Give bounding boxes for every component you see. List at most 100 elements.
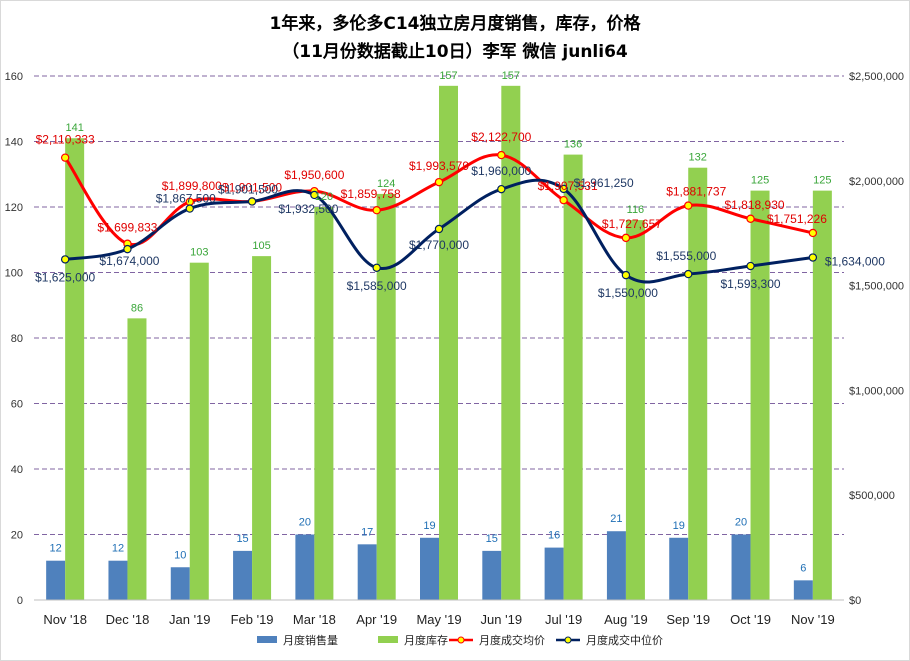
- left-axis-tick-label: 20: [11, 530, 23, 542]
- left-axis-tick-label: 40: [11, 464, 23, 476]
- data-label-inventory: 124: [377, 178, 395, 190]
- marker-median-price: [808, 253, 818, 262]
- data-label-inventory: 116: [627, 204, 645, 216]
- left-axis-tick-label: 160: [5, 71, 23, 83]
- data-label-inventory: 157: [502, 70, 520, 82]
- bar-sales: [606, 531, 626, 600]
- bar-sales: [731, 534, 751, 600]
- legend-marker: [457, 636, 465, 644]
- axes-group: 0 20 40 60 80 100 120 140 160 $0 $500,000 $1,000,00…: [5, 71, 904, 627]
- marker-median-price: [60, 255, 70, 264]
- data-label-median-price: $1,555,000: [656, 249, 716, 263]
- data-label-inventory: 103: [190, 247, 208, 259]
- x-axis-tick-label: Jun '19: [481, 612, 523, 627]
- data-labels-group: 12 141 12 86 10 103 15 105 20 120 17 124 19 157 15 157 1…: [35, 70, 885, 575]
- marker-median-price: [247, 197, 257, 206]
- bar-inventory: [376, 193, 396, 600]
- marker-avg-price: [60, 153, 70, 162]
- marker-avg-price: [808, 228, 818, 238]
- data-label-sales: 12: [112, 543, 124, 555]
- x-axis-tick-label: Nov '19: [791, 612, 835, 627]
- bar-sales: [233, 550, 253, 600]
- data-label-median-price: $1,932,500: [278, 202, 338, 216]
- data-label-inventory: 86: [131, 302, 143, 314]
- data-label-sales: 12: [50, 543, 62, 555]
- data-label-sales: 15: [486, 533, 498, 545]
- bar-inventory: [501, 85, 521, 600]
- bar-series-group: [46, 85, 832, 600]
- data-label-avg-price: $1,751,226: [767, 212, 827, 226]
- left-axis-tick-label: 100: [5, 268, 23, 280]
- x-axis-tick-label: Dec '18: [106, 612, 150, 627]
- marker-median-price: [372, 263, 381, 272]
- bar-sales: [482, 550, 502, 600]
- data-label-median-price: $1,867,500: [156, 192, 216, 206]
- bar-inventory: [750, 190, 770, 600]
- data-label-sales: 21: [610, 513, 622, 525]
- marker-median-price: [310, 190, 319, 200]
- data-label-avg-price: $1,859,758: [341, 187, 401, 201]
- legend-label: 月度成交均价: [479, 633, 545, 647]
- bar-inventory: [625, 220, 645, 600]
- left-axis-tick-label: 120: [5, 202, 23, 214]
- marker-avg-price: [497, 150, 506, 160]
- data-label-avg-price: $2,110,333: [36, 133, 95, 147]
- data-label-avg-price: $1,993,579: [409, 159, 469, 173]
- data-label-median-price: $1,585,000: [347, 279, 407, 293]
- bar-inventory: [563, 154, 583, 600]
- chart-title-line2: （11月份数据截止10日）李军 微信 junli64: [282, 42, 628, 62]
- data-label-inventory: 105: [252, 240, 270, 252]
- bar-sales: [544, 547, 564, 600]
- marker-avg-price: [621, 233, 631, 243]
- left-axis-tick-label: 60: [11, 399, 23, 411]
- marker-median-price: [123, 244, 132, 254]
- bar-sales: [357, 544, 377, 600]
- right-axis-tick-label: $2,500,000: [849, 71, 904, 83]
- marker-avg-price: [746, 214, 755, 223]
- data-label-avg-price: $1,699,833: [97, 221, 157, 235]
- data-label-inventory: 132: [689, 152, 707, 164]
- legend-label: 月度销售量: [283, 633, 338, 647]
- data-label-median-price: $1,901,500: [218, 182, 278, 196]
- legend: 月度销售量 月度库存 月度成交均价 月度成交中位价: [257, 633, 663, 647]
- x-axis-tick-label: Aug '19: [604, 612, 648, 627]
- data-label-sales: 19: [423, 520, 435, 532]
- data-label-median-price: $1,625,000: [35, 270, 95, 284]
- data-label-sales: 15: [236, 533, 248, 545]
- legend-swatch: [378, 636, 398, 643]
- legend-label: 月度成交中位价: [586, 633, 663, 647]
- marker-avg-price: [559, 195, 568, 205]
- bar-inventory: [688, 167, 708, 600]
- x-axis-tick-label: Sep '19: [666, 612, 710, 627]
- data-label-avg-price: $1,818,930: [725, 198, 785, 212]
- bar-sales: [295, 534, 315, 600]
- data-label-inventory: 141: [65, 122, 83, 134]
- right-axis-tick-label: $2,000,000: [849, 176, 904, 188]
- x-axis-tick-label: Mar '18: [293, 612, 336, 627]
- data-label-avg-price: $1,901,500: [222, 180, 282, 194]
- x-axis-tick-label: Jan '19: [169, 612, 211, 627]
- bar-sales: [170, 567, 190, 600]
- marker-avg-price: [434, 177, 444, 187]
- data-label-avg-price: $1,950,600: [284, 168, 344, 182]
- data-label-inventory: 120: [315, 191, 333, 203]
- x-axis-tick-label: Feb '19: [231, 612, 274, 627]
- bar-inventory: [812, 190, 832, 600]
- bar-inventory: [65, 138, 85, 600]
- x-axis-tick-label: May '19: [416, 612, 461, 627]
- bar-inventory: [189, 262, 209, 600]
- left-axis-tick-label: 140: [5, 137, 23, 149]
- data-label-avg-price: $1,899,800: [162, 179, 222, 193]
- marker-median-price: [185, 204, 194, 213]
- data-label-median-price: $1,550,000: [598, 286, 658, 300]
- data-label-median-price: $1,770,000: [409, 238, 469, 252]
- data-label-sales: 19: [673, 520, 685, 532]
- bar-inventory: [127, 318, 147, 600]
- bar-inventory: [314, 207, 334, 600]
- marker-avg-price: [372, 205, 381, 215]
- data-label-sales: 20: [299, 517, 311, 529]
- data-label-sales: 6: [800, 562, 806, 574]
- marker-median-price: [621, 270, 631, 280]
- data-label-avg-price: $2,122,700: [471, 130, 531, 144]
